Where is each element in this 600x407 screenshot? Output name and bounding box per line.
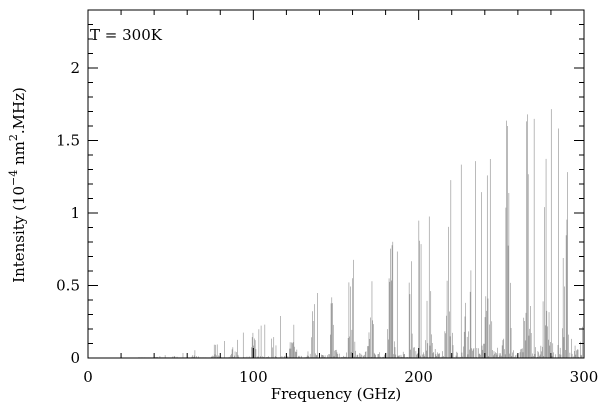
y-tick-label: 2: [70, 59, 80, 77]
y-axis-label-exponent-2: 2: [7, 134, 20, 141]
x-axis-label: Frequency (GHz): [271, 385, 402, 403]
x-tick-label: 300: [570, 368, 599, 386]
x-tick-labels: 0 100 200 300: [83, 368, 598, 386]
x-tick-label: 200: [404, 368, 433, 386]
y-tick-label: 0.5: [56, 277, 80, 295]
y-tick-label: 0: [70, 349, 80, 367]
y-tick-label: 1: [70, 204, 80, 222]
plot-frame: [87, 9, 585, 359]
y-axis-label: Intensity (10−4 nm2.MHz): [7, 87, 28, 283]
y-axis-label-suffix: .MHz): [10, 87, 28, 134]
y-axis-label-prefix: Intensity (10: [10, 186, 28, 283]
x-tick-label: 100: [239, 368, 268, 386]
y-tick-labels: 0 0.5 1 1.5 2: [56, 59, 80, 367]
axis-ticks: [87, 9, 585, 359]
x-tick-label: 0: [83, 368, 93, 386]
y-axis-label-exponent-1: −4: [7, 170, 20, 186]
annotation-temperature: T = 300K: [90, 26, 163, 44]
spectrum-lines: [138, 109, 583, 358]
y-tick-label: 1.5: [56, 132, 80, 150]
y-axis-label-mid: nm: [10, 141, 28, 170]
